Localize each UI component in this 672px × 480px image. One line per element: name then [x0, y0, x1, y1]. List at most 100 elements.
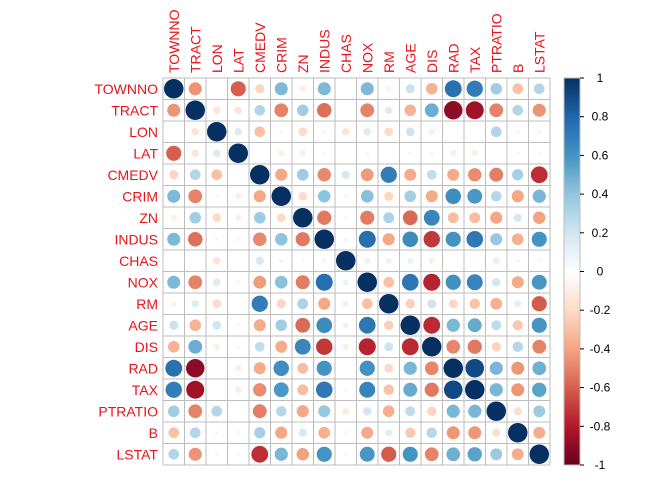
correlation-circle — [188, 189, 203, 204]
correlation-circle — [472, 258, 477, 263]
correlation-circle — [383, 384, 394, 395]
correlation-circle — [342, 300, 349, 307]
correlation-circle — [314, 229, 334, 249]
correlation-circle — [358, 338, 376, 356]
correlation-circle — [466, 230, 484, 248]
color-bar-tick-label: 0.6 — [592, 148, 609, 162]
correlation-circle — [490, 211, 503, 224]
correlation-circle — [385, 429, 393, 437]
correlation-circle — [381, 446, 397, 462]
matrix-grid — [162, 77, 551, 466]
correlation-circle — [299, 150, 306, 157]
correlation-circle — [533, 83, 545, 95]
correlation-circle — [491, 320, 502, 331]
correlation-circle — [170, 300, 177, 307]
correlation-circle — [360, 82, 374, 96]
correlation-circle — [212, 320, 222, 330]
correlation-circle — [212, 256, 221, 265]
correlation-circle — [490, 126, 502, 138]
correlation-circle — [298, 127, 308, 137]
correlation-circle — [492, 278, 501, 287]
correlation-circle — [467, 188, 483, 204]
correlation-circle — [343, 193, 349, 199]
correlation-circle — [207, 122, 227, 142]
correlation-circle — [405, 298, 416, 309]
correlation-circle — [276, 213, 286, 223]
correlation-circle — [508, 423, 528, 443]
correlation-circle — [468, 168, 482, 182]
correlation-circle — [428, 128, 435, 135]
correlation-circle — [316, 446, 332, 462]
color-bar — [563, 77, 581, 466]
correlation-circle — [185, 100, 205, 120]
correlation-circle — [276, 299, 286, 309]
correlation-circle — [236, 344, 241, 349]
correlation-circle — [365, 151, 370, 156]
correlation-circle — [360, 168, 374, 182]
correlation-circle — [316, 360, 332, 376]
correlation-circle — [168, 427, 180, 439]
correlation-circle — [253, 211, 266, 224]
correlation-circle — [188, 404, 203, 419]
correlation-circle — [512, 169, 524, 181]
correlation-circle — [468, 404, 482, 418]
correlation-circle — [253, 275, 267, 289]
correlation-circle — [189, 427, 201, 439]
correlation-circle — [253, 319, 266, 332]
correlation-circle — [515, 129, 520, 134]
correlation-circle — [295, 317, 311, 333]
correlation-circle — [384, 342, 394, 352]
correlation-circle — [385, 85, 392, 92]
correlation-circle — [514, 300, 522, 308]
correlation-circle — [529, 444, 549, 464]
correlation-circle — [490, 82, 503, 95]
correlation-circle — [342, 322, 349, 329]
correlation-circle — [189, 319, 202, 332]
correlation-circle — [465, 101, 484, 120]
correlation-circle — [275, 340, 288, 353]
correlation-circle — [316, 317, 333, 334]
correlation-circle — [537, 151, 542, 156]
correlation-circle — [318, 405, 331, 418]
row-label: LSTAT — [117, 446, 159, 462]
correlation-circle — [405, 127, 415, 137]
correlation-circle — [467, 318, 482, 333]
correlation-circle — [447, 168, 460, 181]
correlation-circle — [186, 380, 205, 399]
correlation-circle — [403, 361, 417, 375]
correlation-circle — [235, 365, 242, 372]
column-label: TOWNNO — [166, 9, 182, 73]
row-label: CHAS — [119, 253, 158, 269]
correlation-circle — [404, 168, 417, 181]
correlation-circle — [533, 405, 546, 418]
correlation-circle — [254, 104, 266, 116]
correlation-circle — [427, 406, 437, 416]
correlation-circle — [344, 367, 347, 370]
correlation-circle — [532, 103, 546, 117]
correlation-circle — [253, 383, 267, 397]
correlation-circle — [318, 426, 331, 439]
correlation-circle — [467, 447, 482, 462]
correlation-circle — [211, 405, 223, 417]
correlation-circle — [296, 168, 309, 181]
correlation-circle — [445, 231, 461, 247]
column-label: LAT — [230, 48, 246, 73]
correlation-circle — [486, 401, 506, 421]
correlation-circle — [293, 208, 313, 228]
correlation-circle — [452, 259, 455, 262]
correlation-circle — [322, 151, 327, 156]
correlation-circle — [341, 170, 350, 179]
correlation-circle — [429, 151, 434, 156]
row-label: LON — [129, 124, 158, 140]
correlation-circle — [424, 382, 439, 397]
correlation-circle — [443, 358, 463, 378]
correlation-circle — [251, 445, 269, 463]
correlation-circle — [384, 363, 394, 373]
correlation-circle — [400, 315, 420, 335]
correlation-circle — [490, 297, 503, 310]
color-bar-tick-label: 0.2 — [592, 226, 609, 240]
row-label: NOX — [128, 274, 159, 290]
correlation-circle — [274, 447, 288, 461]
correlation-circle — [236, 323, 241, 328]
correlation-circle — [186, 359, 205, 378]
